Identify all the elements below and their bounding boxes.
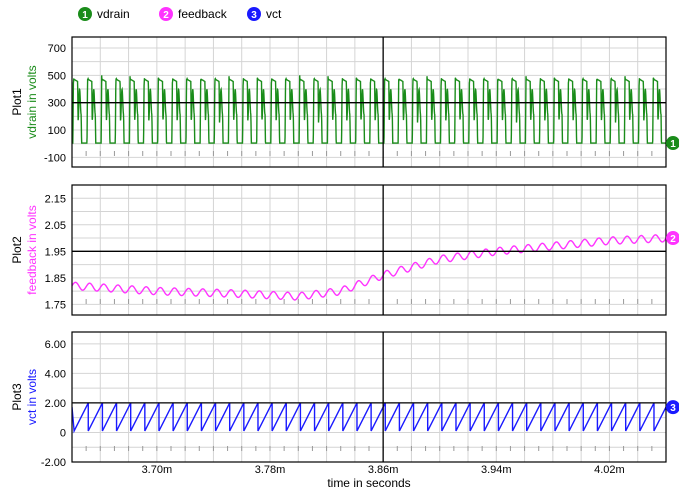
legend-label-vct: vct xyxy=(266,7,282,21)
trace-marker-number: 3 xyxy=(670,403,676,414)
trace-marker-circle xyxy=(666,136,679,151)
plot-title: Plot2 xyxy=(10,236,24,264)
series-line-vct xyxy=(72,402,666,434)
y-tick-label: 100 xyxy=(48,125,66,137)
legend-label-vdrain: vdrain xyxy=(97,7,130,21)
legend-marker-feedback xyxy=(159,7,173,21)
legend-item-feedback: 2 feedback xyxy=(159,7,228,21)
y-tick-label: 300 xyxy=(48,98,66,110)
trace-marker-circle xyxy=(666,231,679,246)
legend-number-vdrain: 1 xyxy=(82,10,88,21)
legend-item-vdrain: 1 vdrain xyxy=(78,7,130,21)
plot-panel-3: -2.00 0 2.00 4.00 6.00 Plot3 vct in volts 3 xyxy=(10,331,679,469)
y-axis-label: vdrain in volts xyxy=(25,65,39,138)
x-tick-label: 3.78m xyxy=(255,464,286,476)
y-tick-label: 0 xyxy=(60,427,66,439)
plot-panel-1: -100 100 300 500 700 Plot1 vdrain in volts 1 xyxy=(10,36,679,168)
trace-marker-circle xyxy=(666,400,679,415)
y-tick-label: 2.05 xyxy=(45,220,66,232)
x-tick-label: 3.70m xyxy=(142,464,173,476)
legend-label-feedback: feedback xyxy=(178,7,228,21)
y-tick-label: 4.00 xyxy=(45,368,66,380)
legend-marker-vdrain xyxy=(78,7,92,21)
y-tick-label: 700 xyxy=(48,43,66,55)
series-line-vdrain xyxy=(72,75,666,144)
y-tick-label: 6.00 xyxy=(45,339,66,351)
x-tick-label: 3.94m xyxy=(481,464,512,476)
y-tick-label: 1.85 xyxy=(45,273,66,285)
plot-panel-2: 1.75 1.85 1.95 2.05 2.15 Plot2 feedback in vol… xyxy=(10,184,679,316)
series-line-feedback xyxy=(72,234,666,301)
x-tick-label: 3.86m xyxy=(368,464,399,476)
y-axis-label: feedback in volts xyxy=(25,205,39,294)
trace-marker-number: 2 xyxy=(670,234,676,245)
legend-number-vct: 3 xyxy=(251,10,257,21)
y-tick-label: 1.95 xyxy=(45,246,66,258)
legend-item-vct: 3 vct xyxy=(247,7,282,21)
trace-marker-number: 1 xyxy=(670,139,676,150)
y-tick-label: -2.00 xyxy=(41,457,66,469)
trace-end-marker-vct: 3 xyxy=(666,400,679,414)
y-tick-label: 500 xyxy=(48,70,66,82)
legend-marker-vct xyxy=(247,7,261,21)
trace-end-marker-feedback: 2 xyxy=(666,231,679,245)
y-tick-label: 2.15 xyxy=(45,193,66,205)
plot-title: Plot3 xyxy=(10,383,24,411)
y-tick-label: 1.75 xyxy=(45,299,66,311)
plot-frame xyxy=(71,331,667,463)
plot-frame xyxy=(71,184,667,316)
y-tick-label: 2.00 xyxy=(45,398,66,410)
trace-end-marker-vdrain: 1 xyxy=(666,136,679,150)
legend-number-feedback: 2 xyxy=(163,10,169,21)
plot-title: Plot1 xyxy=(10,88,24,116)
plot-frame xyxy=(71,36,667,168)
x-axis-label: time in seconds xyxy=(327,476,410,490)
x-tick-label: 4.02m xyxy=(594,464,625,476)
y-tick-label: -100 xyxy=(44,152,66,164)
y-axis-label: vct in volts xyxy=(25,369,39,425)
